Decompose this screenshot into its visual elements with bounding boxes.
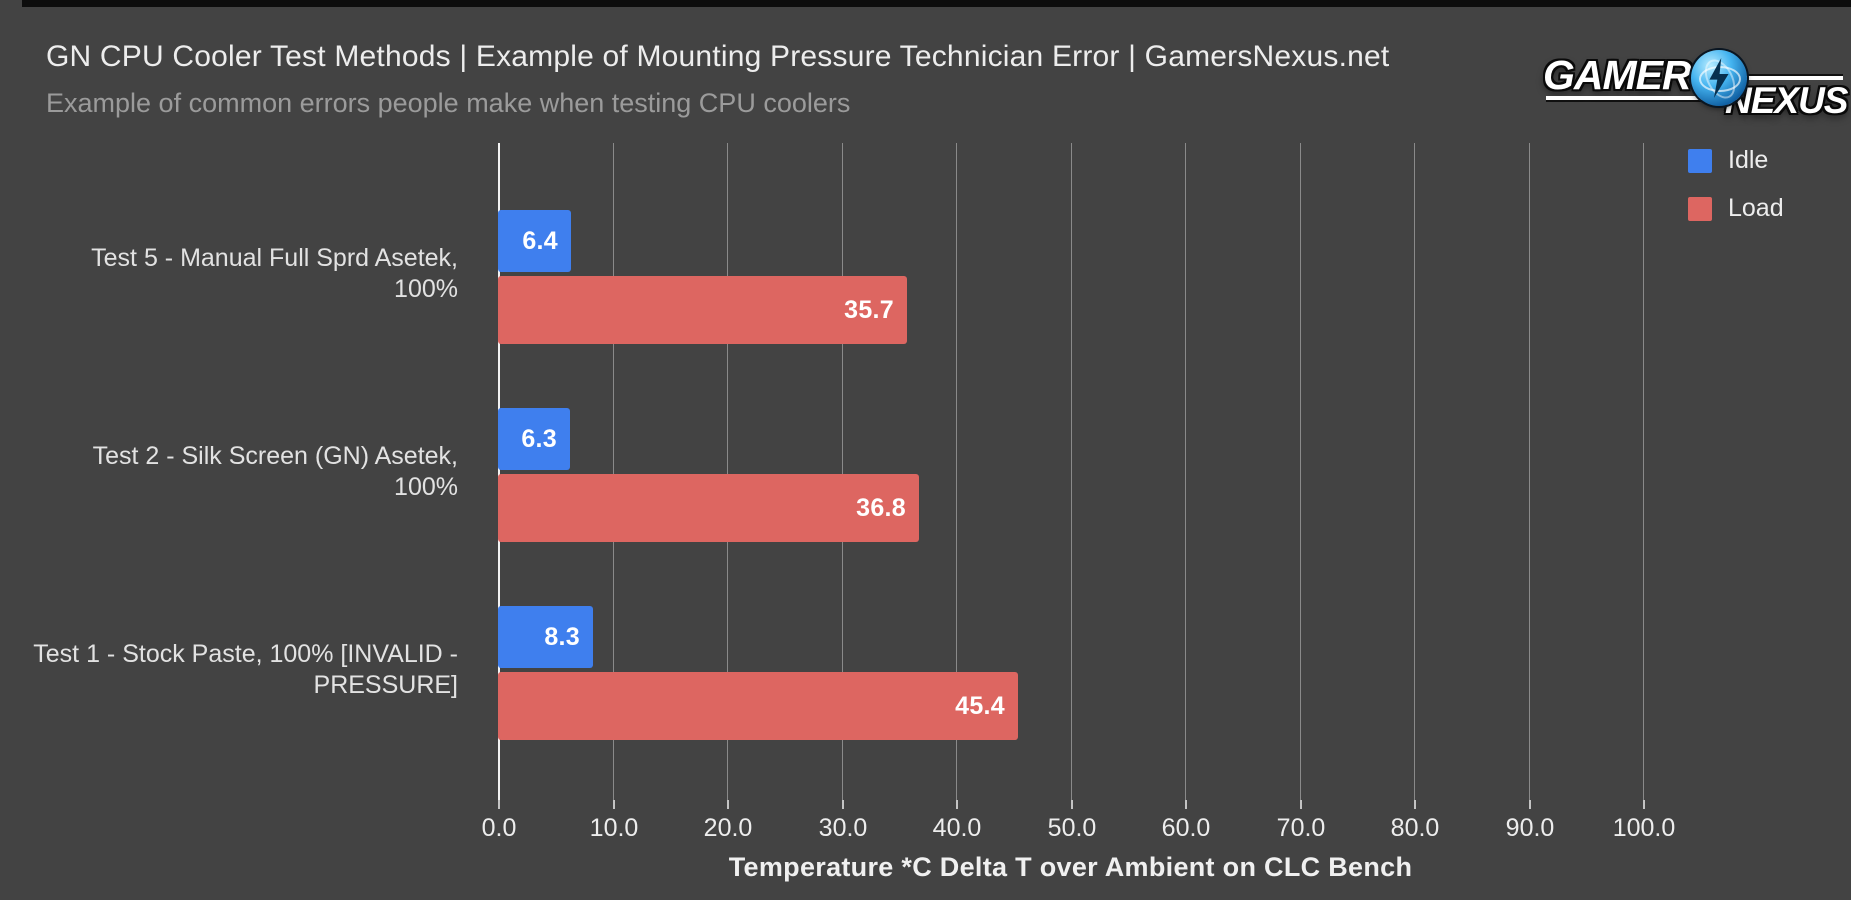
gridline [1414,143,1415,800]
atom-icon [1691,50,1747,106]
chart-subtitle: Example of common errors people make whe… [46,88,851,118]
legend-label: Load [1728,194,1784,222]
gridline [727,143,728,800]
axis-tick-label: 90.0 [1505,814,1555,842]
legend-label: Idle [1728,146,1769,174]
bar-value-label: 36.8 [856,493,906,522]
axis-tick-mark [1300,800,1302,809]
idle-bar: 6.3 [498,408,570,470]
axis-tick-label: 80.0 [1390,814,1440,842]
plot-area: 6.4 6.3 8.3 35.7 36.8 45.4 [498,143,1851,800]
axis-tick-mark [498,800,500,809]
category-label: Test 2 - Silk Screen (GN) Asetek, 100% [92,441,458,501]
axis-tick-label: 20.0 [703,814,753,842]
axis-tick-label: 70.0 [1276,814,1326,842]
load-bar: 36.8 [498,474,919,542]
gridline [1300,143,1301,800]
axis-tick-mark [956,800,958,809]
gridline [1643,143,1644,800]
axis-tick-mark [1071,800,1073,809]
logo-text-gamers: GAMERS [1543,52,1718,98]
gridline [613,143,614,800]
legend-swatch-idle [1688,148,1712,173]
gridline [956,143,957,800]
axis-tick-mark [1529,800,1531,809]
category-label: Test 1 - Stock Paste, 100% [INVALID - PR… [33,639,458,699]
top-border-strip [22,0,1851,7]
axis-tick-mark [1643,800,1645,809]
load-bar: 35.7 [498,276,907,344]
axis-tick-label: 10.0 [589,814,639,842]
bar-value-label: 6.4 [522,226,558,255]
legend-item: Idle [1688,146,1784,175]
legend: Idle Load [1688,146,1784,223]
bar-value-label: 8.3 [544,622,580,651]
chart-title: GN CPU Cooler Test Methods | Example of … [46,40,1390,73]
gridline [842,143,843,800]
axis-tick-label: 100.0 [1612,814,1676,842]
gridline [1185,143,1186,800]
idle-bar: 6.4 [498,210,571,272]
bar-value-label: 35.7 [844,295,894,324]
axis-tick-label: 40.0 [932,814,982,842]
x-axis: 0.0 10.0 20.0 30.0 40.0 50.0 60.0 70.0 80.0 90.0 1… [482,800,1851,900]
axis-tick-mark [1185,800,1187,809]
category-label: Test 5 - Manual Full Sprd Asetek, 100% [91,243,458,303]
axis-tick-mark [727,800,729,809]
logo-text-nexus: NEXUS [1725,80,1848,121]
bar-value-label: 6.3 [521,424,557,453]
load-bar: 45.4 [498,672,1018,740]
axis-tick-mark [1414,800,1416,809]
gridline [1529,143,1530,800]
legend-swatch-load [1688,196,1712,221]
logo-overline [1727,76,1843,80]
axis-tick-label: 60.0 [1161,814,1211,842]
category-axis: Test 5 - Manual Full Sprd Asetek, 100% Te… [0,143,478,800]
x-axis-title: Temperature *C Delta T over Ambient on C… [728,852,1413,882]
logo-underline [1546,96,1738,100]
idle-bar: 8.3 [498,606,593,668]
axis-tick-mark [842,800,844,809]
axis-tick-label: 50.0 [1047,814,1097,842]
bar-value-label: 45.4 [955,691,1005,720]
axis-zero-line [498,143,500,800]
legend-item: Load [1688,194,1784,223]
axis-tick-label: 0.0 [481,814,517,842]
gridline [1071,143,1072,800]
axis-tick-mark [613,800,615,809]
gamersnexus-logo: GAMERS NEXUS [1543,50,1848,126]
axis-tick-label: 30.0 [818,814,868,842]
